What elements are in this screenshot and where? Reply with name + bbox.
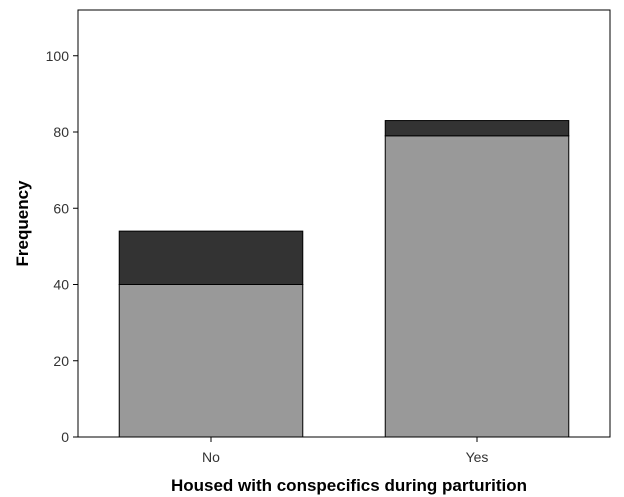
x-axis-title: Housed with conspecifics during parturit… [171,476,527,495]
y-tick-label: 40 [53,277,69,293]
x-axis: No Yes [202,437,488,465]
bar-segment-yes-2 [384,120,570,137]
x-tick-label: Yes [466,449,489,465]
bar-segment-no-1 [118,284,304,438]
y-tick-label: 100 [46,48,70,64]
y-tick-label: 60 [53,200,69,216]
bar-segment-yes-1 [384,135,570,438]
y-tick-label: 20 [53,353,69,369]
x-tick-label: No [202,449,220,465]
y-axis-title: Frequency [13,180,32,267]
y-axis: 0 20 40 60 80 100 [46,48,78,445]
y-tick-label: 80 [53,124,69,140]
y-tick-label: 0 [61,429,69,445]
bar-segment-no-2 [118,230,304,285]
bars-layer [118,120,570,438]
